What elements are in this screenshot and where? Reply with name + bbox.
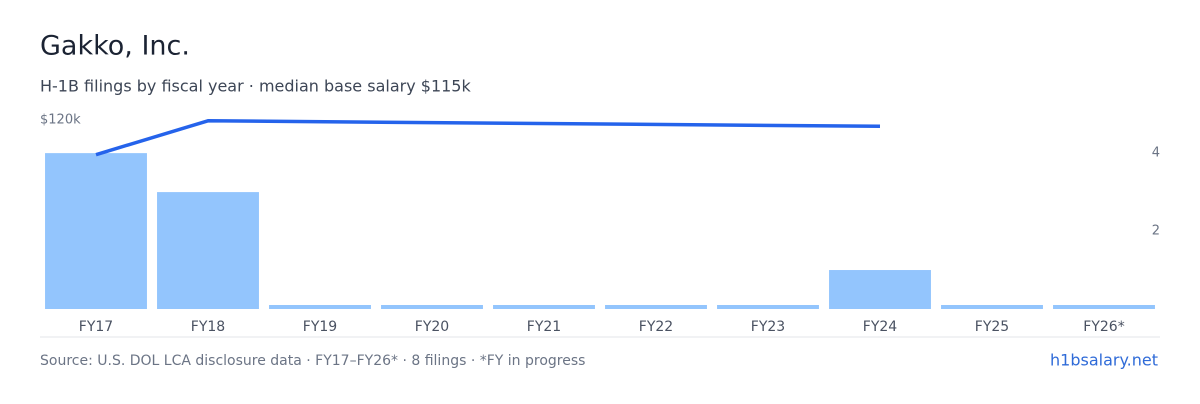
bar bbox=[605, 305, 707, 309]
chart-title: Gakko, Inc. bbox=[40, 31, 190, 62]
x-tick-label: FY24 bbox=[863, 319, 898, 335]
bar bbox=[1053, 305, 1155, 309]
x-tick-label: FY22 bbox=[639, 319, 673, 335]
bar bbox=[157, 192, 259, 309]
bar bbox=[45, 153, 147, 309]
source-note: Source: U.S. DOL LCA disclosure data · F… bbox=[40, 353, 585, 369]
x-tick-label: FY20 bbox=[415, 319, 449, 335]
y-tick-label: $120k bbox=[40, 113, 81, 128]
bar bbox=[269, 305, 371, 309]
x-tick-label: FY19 bbox=[303, 319, 337, 335]
x-tick-label: FY17 bbox=[79, 319, 113, 335]
bar bbox=[829, 270, 931, 309]
bar bbox=[381, 305, 483, 309]
bar bbox=[493, 305, 595, 309]
x-tick-label: FY23 bbox=[751, 319, 785, 335]
bar bbox=[717, 305, 819, 309]
x-tick-label: FY18 bbox=[191, 319, 225, 335]
x-tick-label: FY21 bbox=[527, 319, 561, 335]
x-tick-label: FY26* bbox=[1083, 319, 1124, 335]
site-link[interactable]: h1bsalary.net bbox=[1050, 351, 1158, 370]
y2-tick-label: 2 bbox=[1152, 224, 1160, 239]
bar bbox=[941, 305, 1043, 309]
salary-line bbox=[95, 119, 881, 157]
chart-subtitle: H-1B filings by fiscal year · median bas… bbox=[40, 77, 471, 96]
y2-tick-label: 4 bbox=[1152, 146, 1160, 161]
x-tick-label: FY25 bbox=[975, 319, 1009, 335]
